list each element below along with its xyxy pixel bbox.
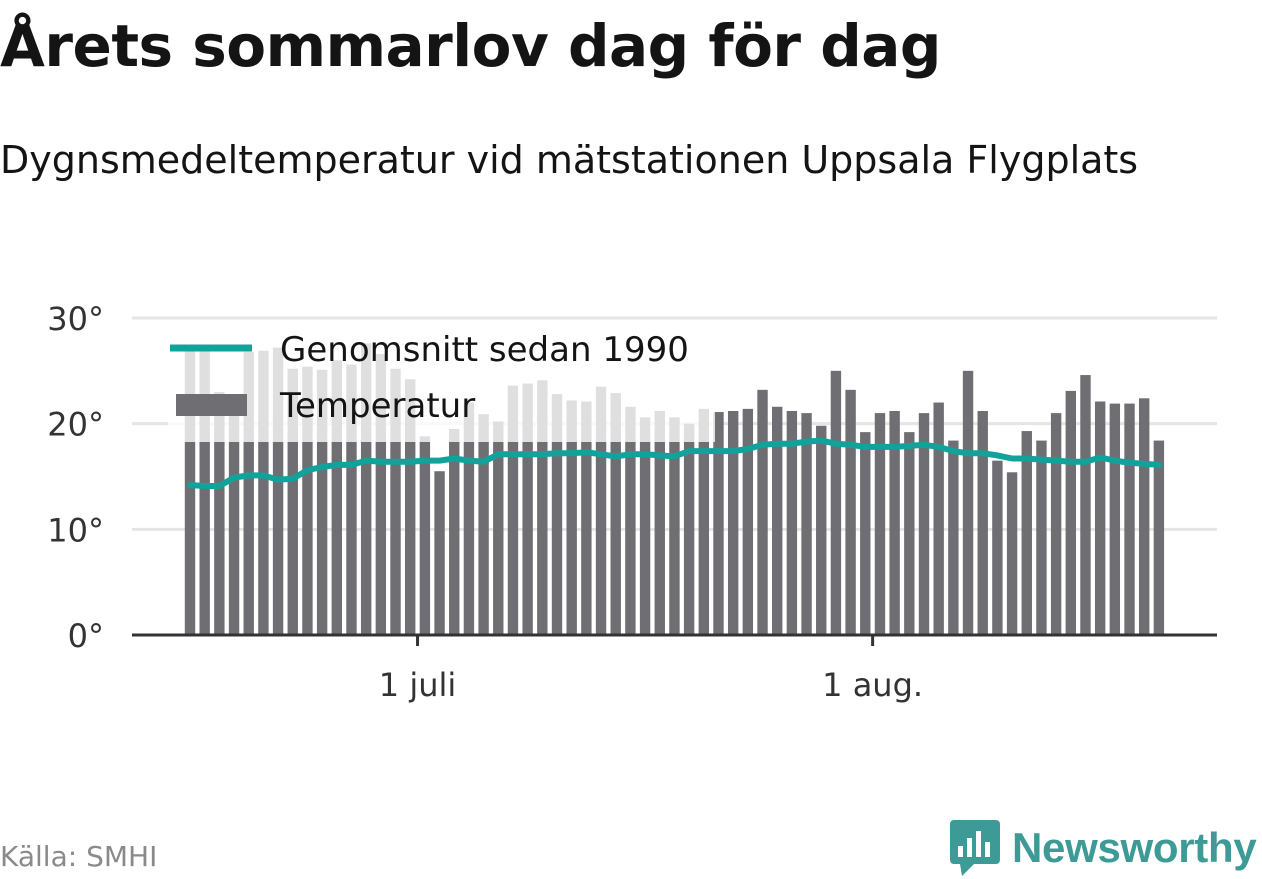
temperature-bar [507, 385, 519, 635]
axes: 0° 10° 20° 30° 1 juli 1 aug. [47, 300, 1217, 704]
temperature-bar [1094, 401, 1106, 635]
temperature-bar [1021, 431, 1032, 635]
temperature-bar [449, 428, 460, 635]
temperature-bar [1080, 375, 1091, 635]
temperature-bar [816, 425, 827, 635]
temperature-bar [742, 408, 754, 635]
temperature-bar [184, 349, 196, 635]
temperature-bar [214, 391, 225, 635]
temperature-bar [390, 368, 401, 635]
temperature-bar [463, 402, 475, 635]
temperature-bar [360, 343, 372, 635]
temperature-bar [595, 386, 607, 635]
line-series [187, 437, 1162, 489]
temperature-chart: 0° 10° 20° 30° 1 juli 1 aug. Genomsnitt sedan… [47, 300, 1217, 704]
temperature-bar [1153, 440, 1165, 635]
legend-backdrop-rect [168, 320, 715, 442]
bar-series [184, 343, 1165, 635]
legend-label-bar: Temperatur [279, 386, 475, 426]
temperature-bar [331, 360, 342, 635]
temperature-bar [478, 414, 489, 635]
temperature-bar [537, 380, 548, 635]
legend: Genomsnitt sedan 1990 Temperatur [170, 330, 689, 426]
temperature-bar [727, 410, 739, 635]
x-tick-label: 1 juli [379, 666, 456, 704]
source-note: Källa: SMHI [0, 840, 158, 873]
x-tick-label: 1 aug. [822, 666, 923, 704]
legend-swatch-bar [176, 394, 247, 416]
temperature-bar [1050, 413, 1062, 635]
temperature-bar [272, 347, 284, 635]
temperature-bar [962, 370, 974, 635]
temperature-bar [1036, 440, 1047, 635]
temperature-bar [1139, 398, 1150, 635]
temperature-bar [405, 379, 416, 635]
temperature-bar [801, 413, 812, 635]
temperature-bar [830, 370, 842, 635]
temperature-bar [918, 413, 930, 635]
temperature-bar [845, 389, 856, 635]
temperature-bar [346, 364, 357, 635]
temperature-bar [683, 423, 695, 635]
temperature-bar [1109, 403, 1121, 635]
brand-name: Newsworthy [1012, 824, 1257, 871]
temperature-bar [639, 417, 651, 635]
y-tick-label: 0° [68, 617, 104, 655]
temperature-bar [654, 410, 665, 635]
temperature-bar [933, 402, 944, 635]
temperature-bar [610, 393, 621, 635]
temperature-bar [757, 389, 768, 635]
legend-label-line: Genomsnitt sedan 1990 [280, 330, 689, 370]
temperature-bar [199, 349, 210, 635]
temperature-bar [698, 408, 709, 635]
page-subtitle: Dygnsmedeltemperatur vid mätstationen Up… [0, 138, 1139, 182]
legend-backdrop [168, 320, 715, 442]
temperature-bar [625, 406, 636, 635]
temperature-bar [566, 400, 577, 635]
temperature-bar [874, 413, 886, 635]
temperature-bar [713, 412, 724, 635]
page-title: Årets sommarlov dag för dag [0, 12, 941, 80]
temperature-bar [522, 383, 533, 635]
newsworthy-logo-icon [950, 820, 1000, 876]
temperature-bar [772, 406, 783, 635]
y-tick-label: 30° [47, 300, 104, 338]
average-line [187, 437, 1162, 489]
temperature-bar [493, 421, 504, 635]
temperature-bar [1124, 403, 1135, 635]
temperature-bar [1065, 390, 1076, 635]
temperature-bar [419, 436, 431, 635]
temperature-bar [375, 353, 387, 635]
temperature-bar [581, 401, 592, 635]
temperature-bar [889, 410, 900, 635]
temperature-bar [860, 432, 871, 635]
brand-logo[interactable]: Newsworthy [950, 818, 1257, 878]
temperature-bar [551, 394, 563, 635]
temperature-bar [302, 366, 313, 635]
temperature-bar [992, 460, 1003, 635]
temperature-bar [977, 410, 988, 635]
temperature-bar [287, 368, 298, 635]
y-tick-label: 20° [47, 406, 104, 444]
temperature-bar [243, 351, 254, 635]
temperature-bar [948, 440, 959, 635]
temperature-bar [904, 432, 915, 635]
y-tick-label: 10° [47, 511, 104, 549]
temperature-bar [316, 369, 328, 635]
temperature-bar [669, 417, 680, 635]
temperature-bar [258, 350, 269, 635]
temperature-bar [228, 397, 240, 635]
temperature-bar [786, 410, 798, 635]
temperature-bar [434, 471, 445, 635]
temperature-bar [1006, 472, 1018, 635]
